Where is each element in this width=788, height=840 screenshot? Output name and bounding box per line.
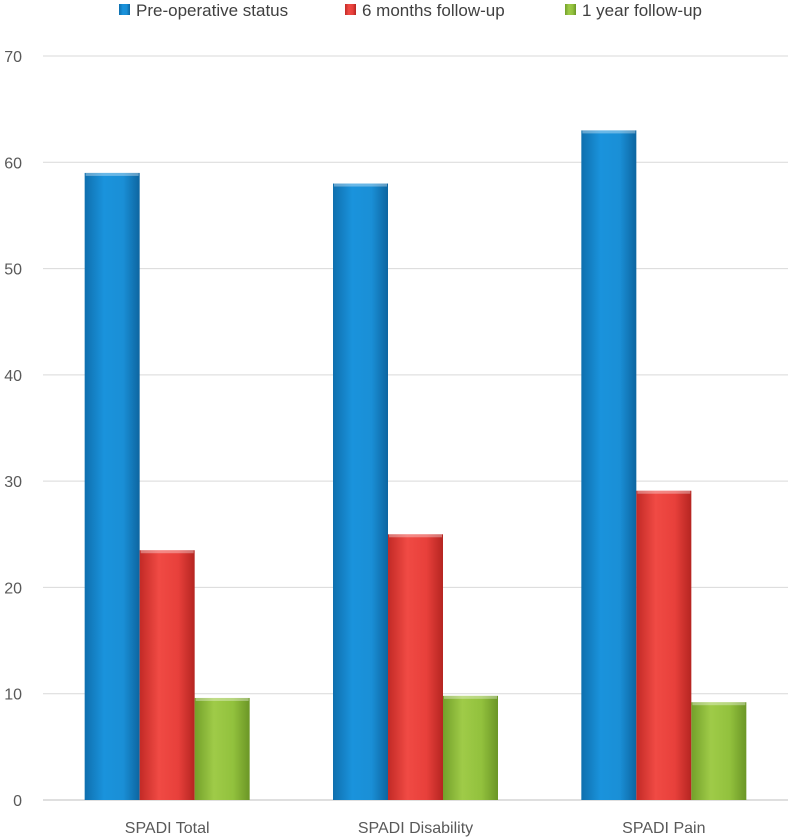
y-tick-label: 20	[4, 580, 22, 597]
legend: Pre-operative status 6 months follow-up 1 …	[119, 1, 702, 20]
bar-top-highlight	[444, 695, 497, 699]
legend-label-0: Pre-operative status	[136, 1, 288, 20]
legend-swatch-1	[345, 4, 356, 15]
y-axis: 0 10 20 30 40 50 60 70	[4, 49, 22, 810]
bar-top-highlight	[389, 534, 442, 538]
bar-top-highlight	[582, 130, 636, 134]
y-tick-label: 10	[4, 687, 22, 704]
bar-1-1	[388, 534, 443, 800]
bar-top-highlight	[195, 697, 249, 701]
bar-1-2	[636, 490, 692, 800]
legend-swatch-2	[565, 4, 576, 15]
bar-top-highlight	[140, 550, 194, 554]
bar-0-2	[581, 130, 637, 800]
bar-1-0	[139, 550, 195, 800]
bar-top-highlight	[637, 490, 691, 494]
x-tick-label: SPADI Disability	[358, 820, 473, 837]
x-tick-label: SPADI Pain	[622, 820, 705, 837]
x-tick-label: SPADI Total	[125, 820, 210, 837]
x-axis: SPADI Total SPADI Disability SPADI Pain	[125, 820, 706, 837]
bar-2-0	[194, 697, 250, 800]
y-tick-label: 50	[4, 262, 22, 279]
bar-2-1	[443, 695, 498, 800]
y-tick-label: 70	[4, 49, 22, 66]
y-tick-label: 30	[4, 474, 22, 491]
bar-0-0	[84, 172, 140, 800]
bar-2-2	[691, 702, 747, 800]
bar-top-highlight	[85, 172, 139, 176]
bars	[84, 130, 747, 801]
bar-0-1	[333, 183, 388, 801]
bar-top-highlight	[692, 702, 746, 706]
bar-top-highlight	[334, 183, 387, 187]
y-tick-label: 40	[4, 368, 22, 385]
legend-swatch-0	[119, 4, 130, 15]
y-tick-label: 0	[13, 793, 22, 810]
legend-label-2: 1 year follow-up	[582, 1, 702, 20]
legend-label-1: 6 months follow-up	[362, 1, 505, 20]
y-tick-label: 60	[4, 155, 22, 172]
